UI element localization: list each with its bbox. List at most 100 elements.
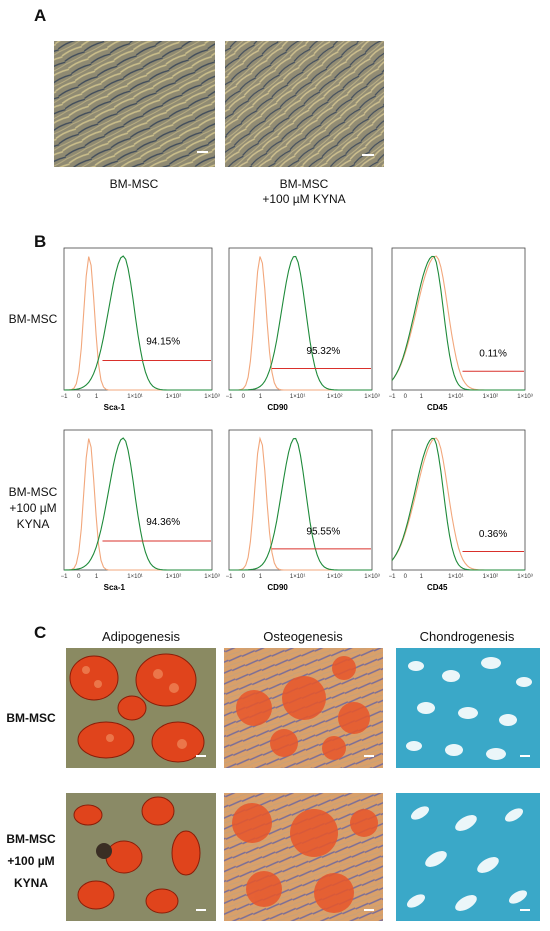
plot-frame — [63, 247, 213, 391]
plot-frame — [391, 429, 526, 571]
percent-positive-label: 94.36% — [146, 517, 180, 528]
x-tick-label: 1 — [95, 574, 99, 580]
x-tick-label: 1×10³ — [204, 574, 220, 580]
lipid-droplet-stain-image — [66, 648, 216, 768]
histogram-cd90-row1: 95.32% −1 0 1 1×10¹ 1×10² 1×10³ CD90 — [226, 247, 380, 412]
alizarin-stain-image — [224, 793, 383, 921]
percent-positive-label: 95.55% — [306, 526, 340, 537]
x-tick-label: −1 — [226, 574, 234, 580]
x-tick-label: 0 — [242, 574, 246, 580]
x-tick-label: 1 — [259, 574, 263, 580]
x-tick-label: 1×10² — [483, 574, 499, 580]
histogram-cd90-row2: 95.55% −1 0 1 1×10¹ 1×10² 1×10³ CD90 — [226, 429, 380, 592]
column-title-osteogenesis: Osteogenesis — [263, 629, 343, 644]
percent-positive-label: 95.32% — [306, 346, 340, 357]
x-tick-label: −1 — [226, 394, 234, 400]
x-tick-label: 1×10² — [483, 394, 499, 400]
row-label-b-bmmsc: BM-MSC — [8, 312, 58, 326]
micrograph-a-kyna — [225, 41, 384, 167]
marker-label: CD45 — [427, 403, 448, 412]
caption-a-kyna: BM-MSC +100 µM KYNA — [262, 177, 346, 206]
stained-sample-curve — [63, 437, 212, 571]
x-tick-label: 1×10³ — [517, 574, 533, 580]
x-tick-label: 1×10² — [166, 574, 182, 580]
histogram-sca-1-row1: 94.15% −1 0 1 1×10¹ 1×10² 1×10³ Sca-1 — [61, 247, 220, 412]
x-tick-label: 1×10³ — [517, 394, 533, 400]
percent-positive-label: 0.11% — [479, 349, 507, 360]
x-tick-label: 1 — [95, 394, 99, 400]
stained-sample-curve — [391, 255, 525, 391]
x-tick-label: 1×10² — [327, 394, 343, 400]
x-tick-label: 1×10² — [166, 394, 182, 400]
row-label-c-kyna: BM-MSC +100 µM KYNA — [6, 832, 56, 890]
stained-sample-curve — [391, 437, 525, 571]
micrograph-chondro-bmmsc — [396, 648, 540, 768]
row-label-b-kyna: BM-MSC +100 µM KYNA — [8, 485, 58, 531]
micrograph-osteo-kyna — [224, 793, 383, 921]
micrograph-adipo-bmmsc — [66, 648, 216, 768]
scale-bar — [520, 755, 530, 757]
stained-sample-curve — [229, 255, 372, 391]
scale-bar — [364, 909, 374, 911]
micrograph-osteo-bmmsc — [224, 648, 383, 768]
row-label-c-bmmsc: BM-MSC — [6, 711, 56, 725]
scale-bar — [197, 151, 208, 153]
histogram-cd45-row2: 0.36% −1 0 1 1×10¹ 1×10² 1×10³ CD45 — [389, 429, 533, 592]
x-tick-label: 0 — [77, 574, 81, 580]
x-tick-label: 1×10¹ — [448, 574, 464, 580]
marker-label: Sca-1 — [104, 583, 126, 592]
stained-sample-curve — [63, 255, 212, 391]
histogram-cd45-row1: 0.11% −1 0 1 1×10¹ 1×10² 1×10³ CD45 — [389, 247, 533, 412]
panel-c-letter: C — [34, 623, 47, 642]
plot-frame — [63, 429, 213, 571]
x-tick-label: 1 — [259, 394, 263, 400]
micrograph-chondro-kyna — [396, 793, 540, 921]
x-tick-label: 0 — [242, 394, 246, 400]
scale-bar — [196, 755, 206, 757]
x-tick-label: 1×10³ — [204, 394, 220, 400]
stained-sample-curve — [229, 437, 372, 571]
scale-bar — [196, 909, 206, 911]
alizarin-stain-image — [224, 648, 383, 768]
alcian-blue-stain-image — [396, 793, 540, 921]
alcian-blue-stain-image — [396, 648, 540, 768]
percent-positive-label: 94.15% — [146, 336, 180, 347]
x-tick-label: −1 — [61, 574, 69, 580]
isotype-control-curve — [64, 438, 212, 571]
x-tick-label: 1 — [420, 394, 424, 400]
marker-label: CD90 — [267, 583, 288, 592]
x-tick-label: 1 — [420, 574, 424, 580]
x-tick-label: 0 — [77, 394, 81, 400]
x-tick-label: 1×10³ — [364, 394, 380, 400]
cell-culture-image — [225, 41, 384, 167]
column-title-chondrogenesis: Chondrogenesis — [419, 629, 515, 644]
cell-culture-image — [54, 41, 215, 167]
x-tick-label: −1 — [389, 394, 397, 400]
histogram-sca-1-row2: 94.36% −1 0 1 1×10¹ 1×10² 1×10³ Sca-1 — [61, 429, 220, 592]
plot-frame — [391, 247, 526, 391]
percent-positive-label: 0.36% — [479, 529, 507, 540]
caption-a-bmmsc: BM-MSC — [109, 177, 159, 191]
isotype-control-curve — [64, 256, 212, 391]
micrograph-adipo-kyna — [66, 793, 216, 921]
marker-label: Sca-1 — [104, 403, 126, 412]
scale-bar — [520, 909, 530, 911]
lipid-droplet-stain-image — [66, 793, 216, 921]
x-tick-label: 0 — [404, 574, 408, 580]
marker-label: CD45 — [427, 583, 448, 592]
scale-bar — [364, 755, 374, 757]
panel-b-letter: B — [34, 232, 47, 251]
x-tick-label: 1×10¹ — [127, 574, 143, 580]
x-tick-label: 1×10³ — [364, 574, 380, 580]
x-tick-label: 0 — [404, 394, 408, 400]
x-tick-label: 1×10¹ — [127, 394, 143, 400]
x-tick-label: 1×10² — [327, 574, 343, 580]
x-tick-label: 1×10¹ — [290, 574, 306, 580]
micrograph-a-bmmsc — [54, 41, 215, 167]
panel-a-letter: A — [34, 6, 47, 25]
marker-label: CD90 — [267, 403, 288, 412]
x-tick-label: −1 — [389, 574, 397, 580]
x-tick-label: 1×10¹ — [448, 394, 464, 400]
x-tick-label: −1 — [61, 394, 69, 400]
scale-bar — [362, 154, 374, 156]
